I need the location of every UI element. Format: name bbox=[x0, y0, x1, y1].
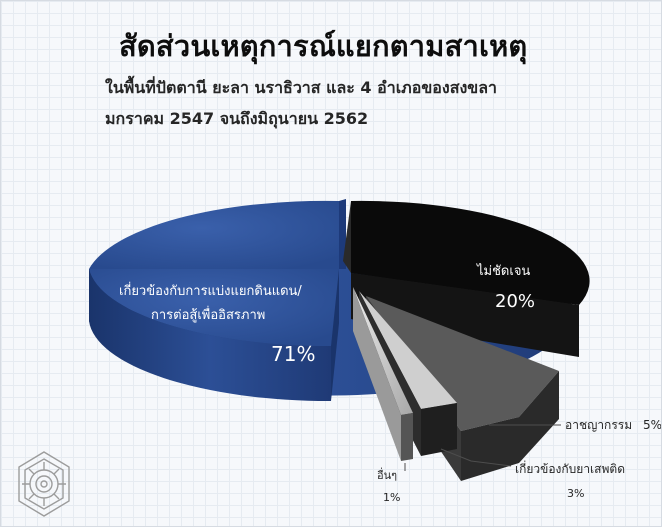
chart-subtitle-period: มกราคม 2547 จนถึงมิถุนายน 2562 bbox=[105, 109, 369, 128]
pie-slice-unclear bbox=[343, 200, 590, 357]
leader-line-drugs bbox=[440, 448, 512, 467]
pie-slice-other bbox=[353, 287, 413, 461]
label-separatism-line1: เกี่ยวข้องกับการแบ่งแยกดินแดน/ bbox=[119, 282, 302, 299]
label-crime: อาชญากรรม bbox=[565, 418, 632, 432]
label-drugs: เกี่ยวข้องกับยาเสพติด bbox=[515, 460, 625, 476]
label-other: อื่นๆ bbox=[377, 467, 397, 482]
value-drugs: 3% bbox=[567, 487, 584, 500]
value-crime: 5% bbox=[643, 418, 661, 432]
label-unclear: ไม่ชัดเจน bbox=[476, 263, 530, 279]
chart-title: สัดส่วนเหตุการณ์แยกตามสาเหตุ bbox=[119, 29, 528, 63]
value-other: 1% bbox=[383, 491, 400, 504]
value-separatism: 71% bbox=[271, 342, 315, 366]
label-separatism-line2: การต่อสู้เพื่ออิสรภาพ bbox=[151, 306, 265, 323]
chart-subtitle-area: ในพื้นที่ปัตตานี ยะลา นราธิวาส และ 4 อำเ… bbox=[105, 78, 497, 97]
emblem-logo bbox=[18, 451, 70, 517]
value-unclear: 20% bbox=[495, 291, 535, 312]
